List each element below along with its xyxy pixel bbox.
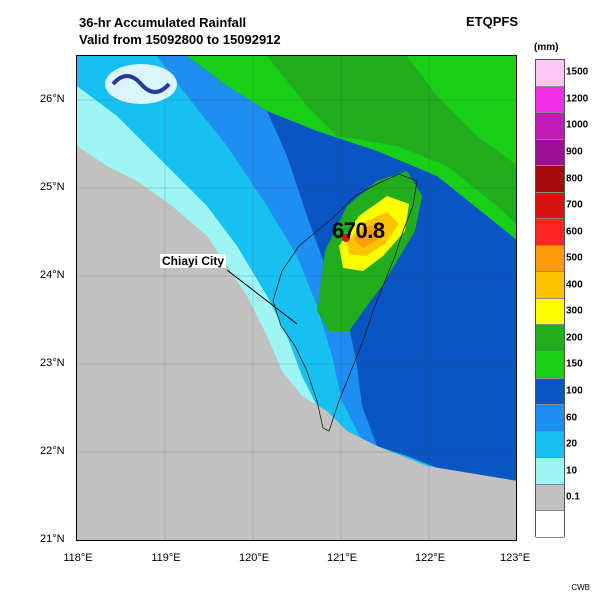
- lon-label-119e: 119°E: [151, 552, 181, 564]
- legend-swatch: [536, 60, 564, 87]
- legend-swatch: [536, 511, 564, 538]
- legend-label: 100: [566, 385, 583, 397]
- chiayi-city-label: Chiayi City: [160, 254, 227, 268]
- city-leader-line: [226, 269, 298, 325]
- legend-label: 900: [566, 146, 583, 158]
- lon-label-118e: 118°E: [63, 552, 93, 564]
- legend-swatch: [536, 245, 564, 273]
- legend-label: 1000: [566, 119, 589, 131]
- lat-label-24n: 24°N: [40, 269, 65, 281]
- legend-swatch: [536, 431, 564, 459]
- legend-swatch: [536, 484, 564, 512]
- legend-swatch: [536, 325, 564, 353]
- legend-label: 1500: [566, 66, 589, 78]
- core-peak-marker: [342, 234, 350, 242]
- legend-swatch: [536, 86, 564, 114]
- legend-label: 60: [566, 412, 578, 423]
- legend-label: 1200: [566, 93, 589, 105]
- legend-swatch: [536, 458, 564, 485]
- legend-label: 150: [566, 358, 583, 370]
- graticule: [77, 56, 516, 540]
- legend-unit: (mm): [534, 42, 559, 53]
- legend-swatch: [536, 219, 564, 246]
- legend-label: 800: [566, 173, 583, 184]
- lat-label-23n: 23°N: [40, 357, 65, 369]
- title-line-2: Valid from 15092800 to 15092912: [79, 32, 281, 47]
- legend-swatch: [536, 378, 564, 406]
- legend-label: 600: [566, 226, 583, 238]
- taiwan-outline: [272, 173, 418, 432]
- legend-swatch: [536, 139, 564, 167]
- lat-label-26n: 26°N: [40, 93, 65, 105]
- legend-label: 500: [566, 252, 583, 264]
- product-name: ETQPFS: [465, 14, 518, 29]
- credit-label: CWB: [571, 583, 590, 592]
- lon-label-123e: 123°E: [499, 552, 531, 564]
- legend-swatch: [536, 405, 564, 432]
- legend-label: 700: [566, 199, 583, 211]
- legend-swatch: [536, 272, 564, 299]
- legend-label: 400: [566, 279, 583, 291]
- legend-label: 0.1: [566, 491, 580, 503]
- legend-swatch: [536, 166, 564, 193]
- peak-rainfall-label: 670.8: [332, 218, 385, 243]
- lon-label-122e: 122°E: [414, 552, 446, 564]
- legend-swatch: [536, 298, 564, 326]
- band-200-north: [267, 56, 516, 225]
- lon-label-120e: 120°E: [238, 552, 270, 564]
- legend-swatch: [536, 192, 564, 220]
- rainfall-map: [76, 55, 517, 541]
- lat-label-21n: 21°N: [40, 533, 65, 545]
- legend-label: 20: [566, 438, 578, 450]
- legend-label: 300: [566, 305, 583, 317]
- legend-swatch: [536, 352, 564, 379]
- lat-label-22n: 22°N: [40, 445, 65, 457]
- map-title: 36-hr Accumulated Rainfall Valid from 15…: [79, 14, 281, 48]
- title-line-1: 36-hr Accumulated Rainfall: [79, 15, 247, 30]
- logo-swirl: [111, 74, 171, 94]
- rainfall-field: [77, 56, 516, 540]
- core-500: [353, 224, 383, 248]
- lon-label-121e: 121°E: [326, 552, 358, 564]
- lat-label-25n: 25°N: [40, 181, 65, 193]
- color-legend: [535, 59, 565, 538]
- band-0-1: [77, 146, 516, 540]
- legend-label: 10: [566, 465, 578, 477]
- legend-label: 200: [566, 332, 583, 344]
- legend-swatch: [536, 113, 564, 140]
